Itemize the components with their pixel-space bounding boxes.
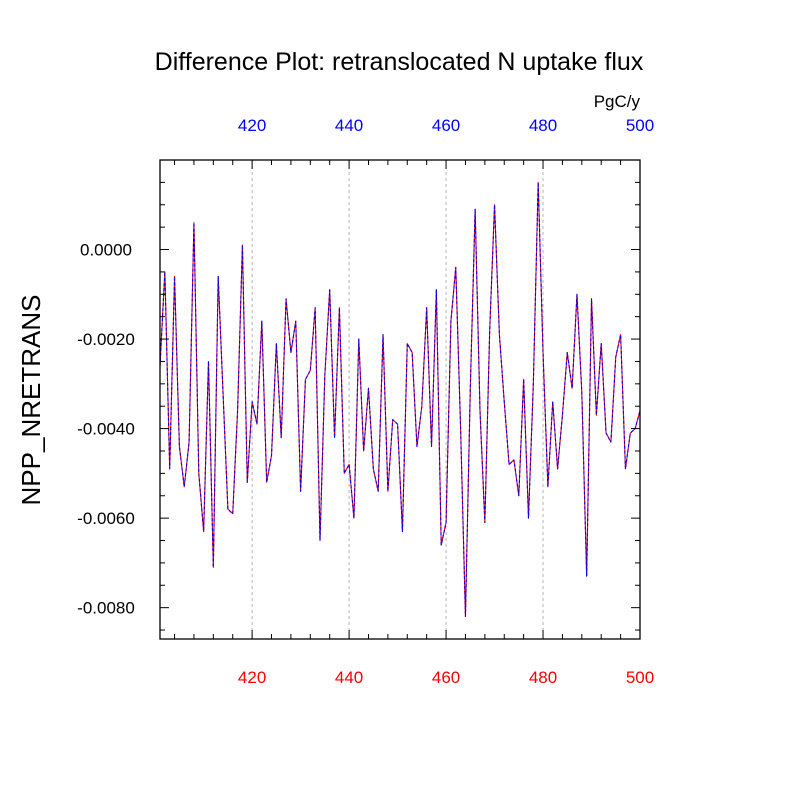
plot-frame <box>159 159 641 640</box>
x-tick-label-top-440: 440 <box>335 116 363 135</box>
axes: 420 420 440 440 460 460 480 480 500 500 0.0000 -0.0… <box>77 116 654 687</box>
x-tick-label-top-480: 480 <box>529 116 557 135</box>
series-layer <box>159 181 641 618</box>
x-tick-label-top-420: 420 <box>238 116 266 135</box>
units-label: PgC/y <box>594 92 641 111</box>
x-tick-label-bottom-460: 460 <box>432 668 460 687</box>
y-tick-label-0: 0.0000 <box>80 241 132 260</box>
vertical-grid <box>251 160 544 639</box>
y-tick-label-1: -0.0020 <box>77 330 135 349</box>
y-axis-label: NPP_NRETRANS <box>16 295 46 506</box>
x-tick-label-bottom-440: 440 <box>335 668 363 687</box>
series-line-1 <box>159 181 641 618</box>
y-tick-label-2: -0.0040 <box>77 420 135 439</box>
chart-title: Difference Plot: retranslocated N uptake… <box>155 48 644 76</box>
y-tick-label-3: -0.0060 <box>77 509 135 528</box>
x-tick-label-bottom-420: 420 <box>238 668 266 687</box>
x-tick-label-top-460: 460 <box>432 116 460 135</box>
series-line-0 <box>159 181 641 618</box>
x-tick-label-bottom-480: 480 <box>529 668 557 687</box>
x-tick-label-top-500: 500 <box>626 116 654 135</box>
x-tick-label-bottom-500: 500 <box>626 668 654 687</box>
y-tick-label-4: -0.0080 <box>77 599 135 618</box>
